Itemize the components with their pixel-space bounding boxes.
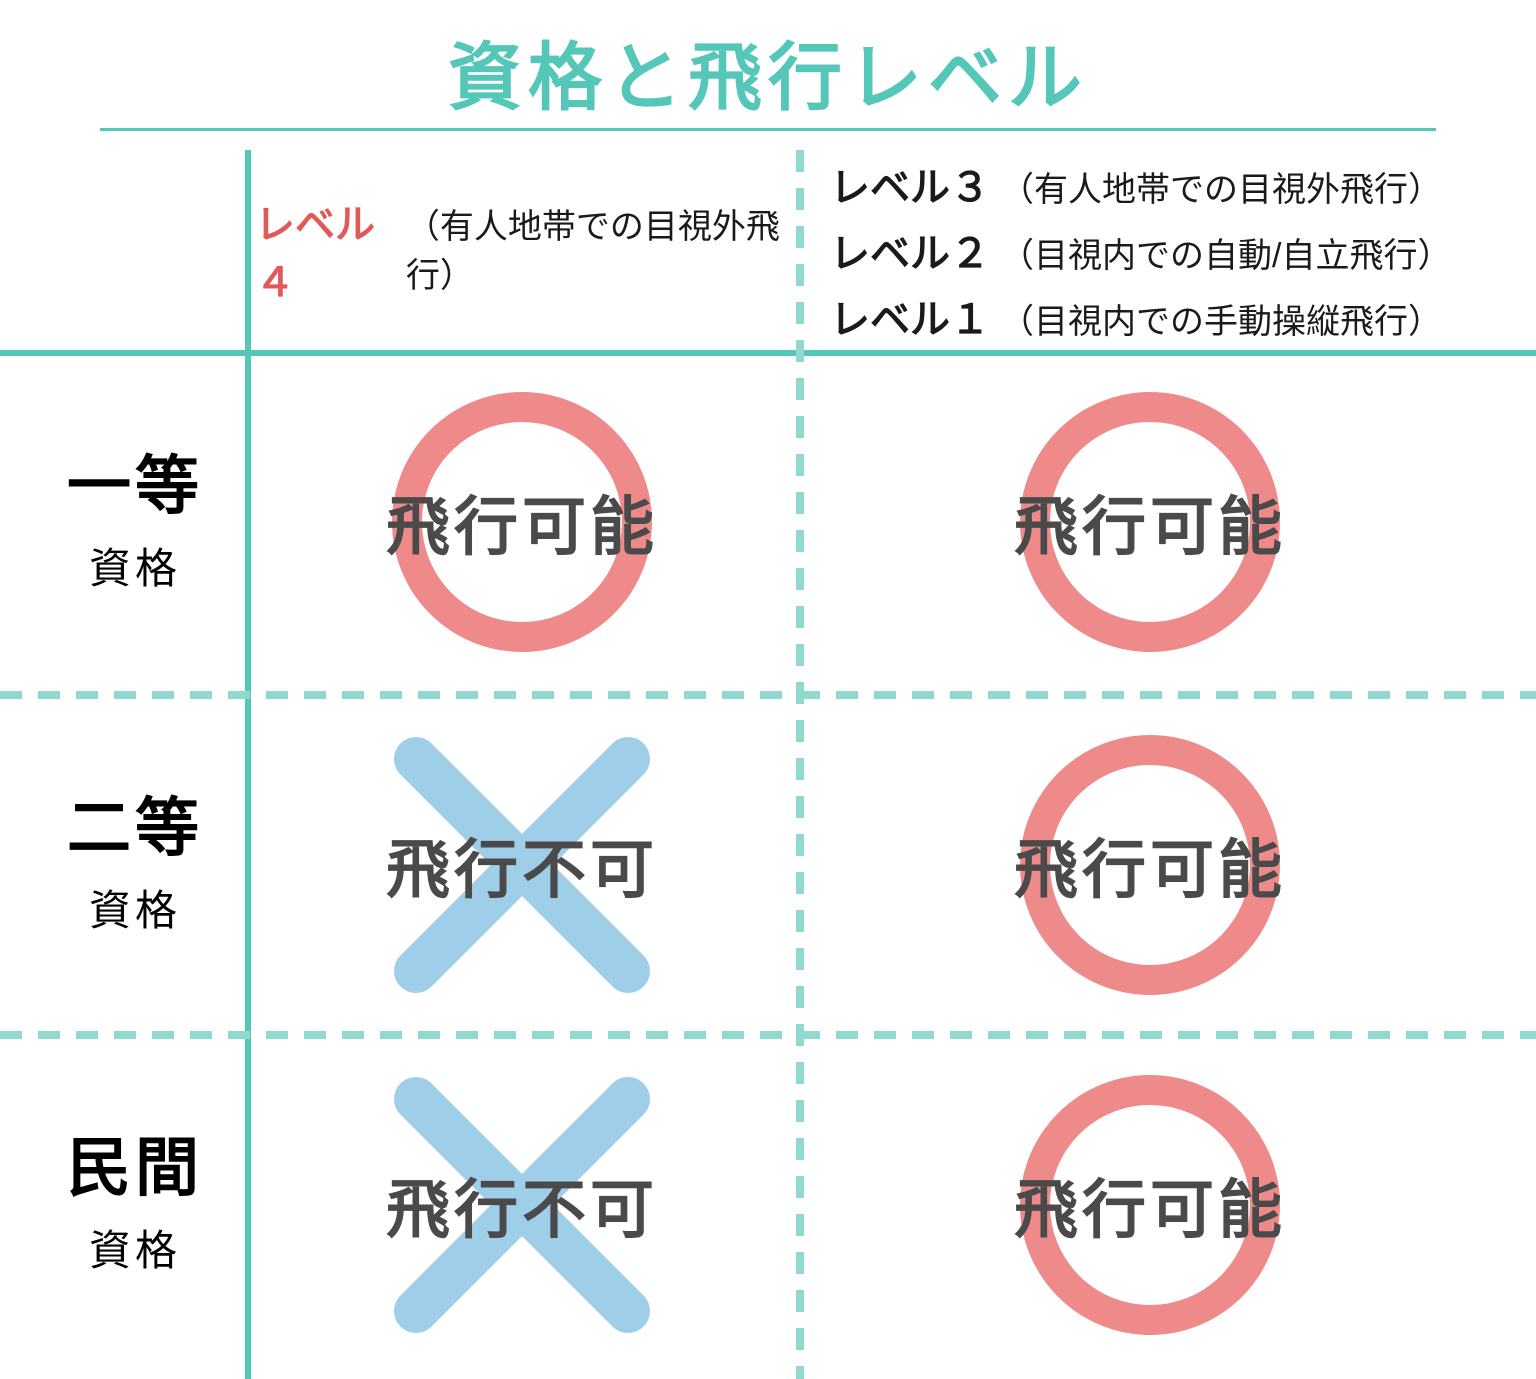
level-line: レベル４ （有人地帯での目視外飛行） — [255, 192, 795, 308]
col-divider-solid — [245, 150, 251, 1379]
table-cell: 飛行不可 — [252, 1035, 792, 1375]
row-label-1: 一等 資格 — [30, 448, 240, 596]
mid-divider-dashed — [796, 150, 804, 1379]
row-label-small: 資格 — [30, 1217, 240, 1278]
title-underline — [100, 128, 1436, 131]
page: 資格と飛行レベル レベル４ （有人地帯での目視外飛行） レベル３ （有人地帯での… — [0, 0, 1536, 1379]
row-label-3: 民間 資格 — [30, 1130, 240, 1278]
table-cell: 飛行可能 — [880, 1035, 1420, 1375]
table-cell: 飛行可能 — [252, 352, 792, 692]
table-cell: 飛行可能 — [880, 352, 1420, 692]
level-line: レベル１ （目視内での手動操縦飛行） — [830, 287, 1442, 345]
level-desc: （有人地帯での目視外飛行） — [1000, 162, 1442, 211]
row-label-big: 二等 — [30, 790, 240, 867]
level-bold: レベル３ — [830, 155, 990, 213]
cell-text: 飛行可能 — [1014, 819, 1286, 911]
level-line: レベル２ （目視内での自動/自立飛行） — [830, 221, 1451, 279]
col-header-level4: レベル４ （有人地帯での目視外飛行） — [255, 150, 795, 350]
level-bold: レベル４ — [255, 192, 396, 308]
row-label-big: 一等 — [30, 448, 240, 525]
table-cell: 飛行可能 — [880, 695, 1420, 1035]
row-label-small: 資格 — [30, 535, 240, 596]
cell-text: 飛行可能 — [1014, 1159, 1286, 1251]
level-line: レベル３ （有人地帯での目視外飛行） — [830, 155, 1442, 213]
level-bold: レベル１ — [830, 287, 990, 345]
col-header-levels123: レベル３ （有人地帯での目視外飛行） レベル２ （目視内での自動/自立飛行） レ… — [805, 150, 1505, 350]
cell-text: 飛行不可 — [386, 819, 658, 911]
level-desc: （目視内での自動/自立飛行） — [1000, 228, 1451, 277]
cell-text: 飛行可能 — [1014, 476, 1286, 568]
row-label-2: 二等 資格 — [30, 790, 240, 938]
level-desc: （目視内での手動操縦飛行） — [1000, 294, 1442, 343]
row-label-small: 資格 — [30, 877, 240, 938]
cell-text: 飛行可能 — [386, 476, 658, 568]
level-bold: レベル２ — [830, 221, 990, 279]
level-desc: （有人地帯での目視外飛行） — [406, 199, 795, 297]
cell-text: 飛行不可 — [386, 1159, 658, 1251]
row-label-big: 民間 — [30, 1130, 240, 1207]
page-title: 資格と飛行レベル — [0, 18, 1536, 125]
table-cell: 飛行不可 — [252, 695, 792, 1035]
